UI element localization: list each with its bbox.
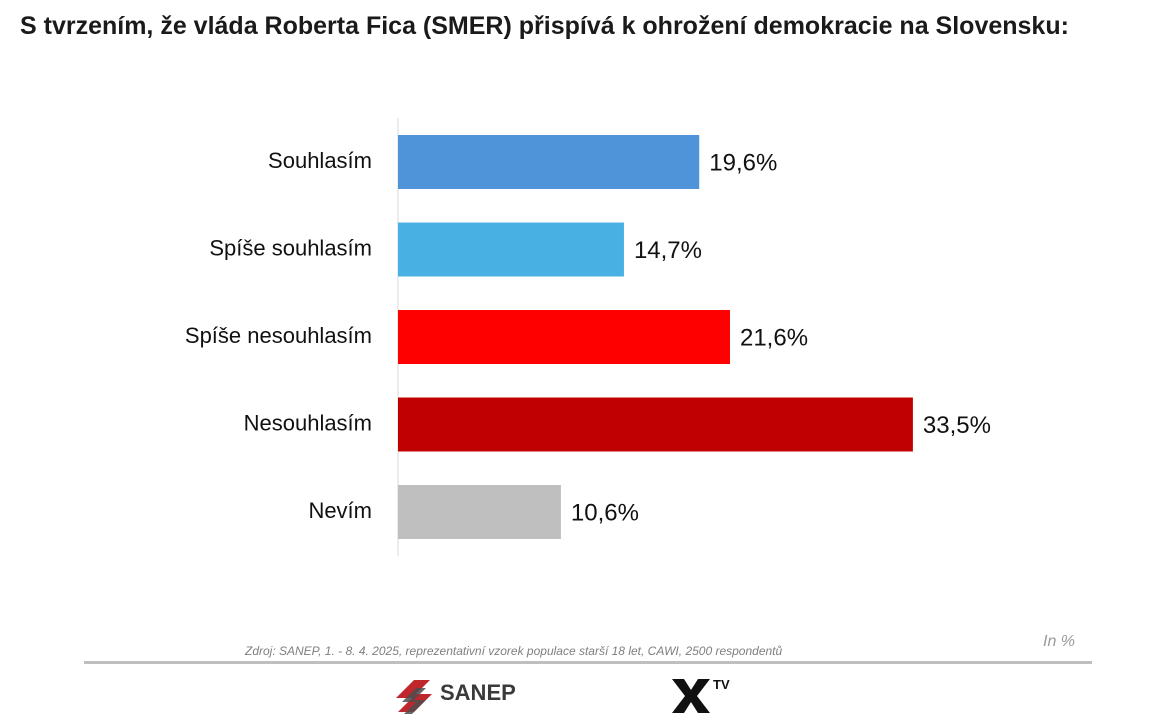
source-note: Zdroj: SANEP, 1. - 8. 4. 2025, reprezent…	[245, 644, 783, 658]
value-label: 33,5%	[923, 412, 991, 439]
bar	[398, 397, 913, 452]
category-label: Nevím	[308, 498, 372, 523]
xtv-logo-icon	[672, 679, 710, 713]
category-label: Spíše nesouhlasím	[185, 323, 372, 348]
value-label: 14,7%	[634, 237, 702, 264]
footer-divider	[84, 661, 1092, 664]
sanep-logo-icon	[396, 680, 432, 714]
bar	[398, 485, 561, 539]
value-label: 10,6%	[571, 499, 639, 526]
sanep-logo-text: SANEP	[440, 680, 516, 705]
category-label: Nesouhlasím	[244, 410, 372, 435]
xtv-logo-tv: TV	[713, 677, 730, 692]
value-label: 21,6%	[740, 324, 808, 351]
chart-title: S tvrzením, že vláda Roberta Fica (SMER)…	[20, 12, 1069, 40]
bar-chart: Souhlasím 19,6% Spíše souhlasím 14,7% Spíše …	[185, 118, 991, 556]
bar	[398, 222, 624, 277]
unit-note: In %	[1043, 633, 1076, 650]
category-label: Souhlasím	[268, 148, 372, 173]
value-label: 19,6%	[709, 149, 777, 176]
bar	[398, 135, 700, 189]
category-label: Spíše souhlasím	[209, 235, 372, 260]
bar	[398, 310, 730, 364]
